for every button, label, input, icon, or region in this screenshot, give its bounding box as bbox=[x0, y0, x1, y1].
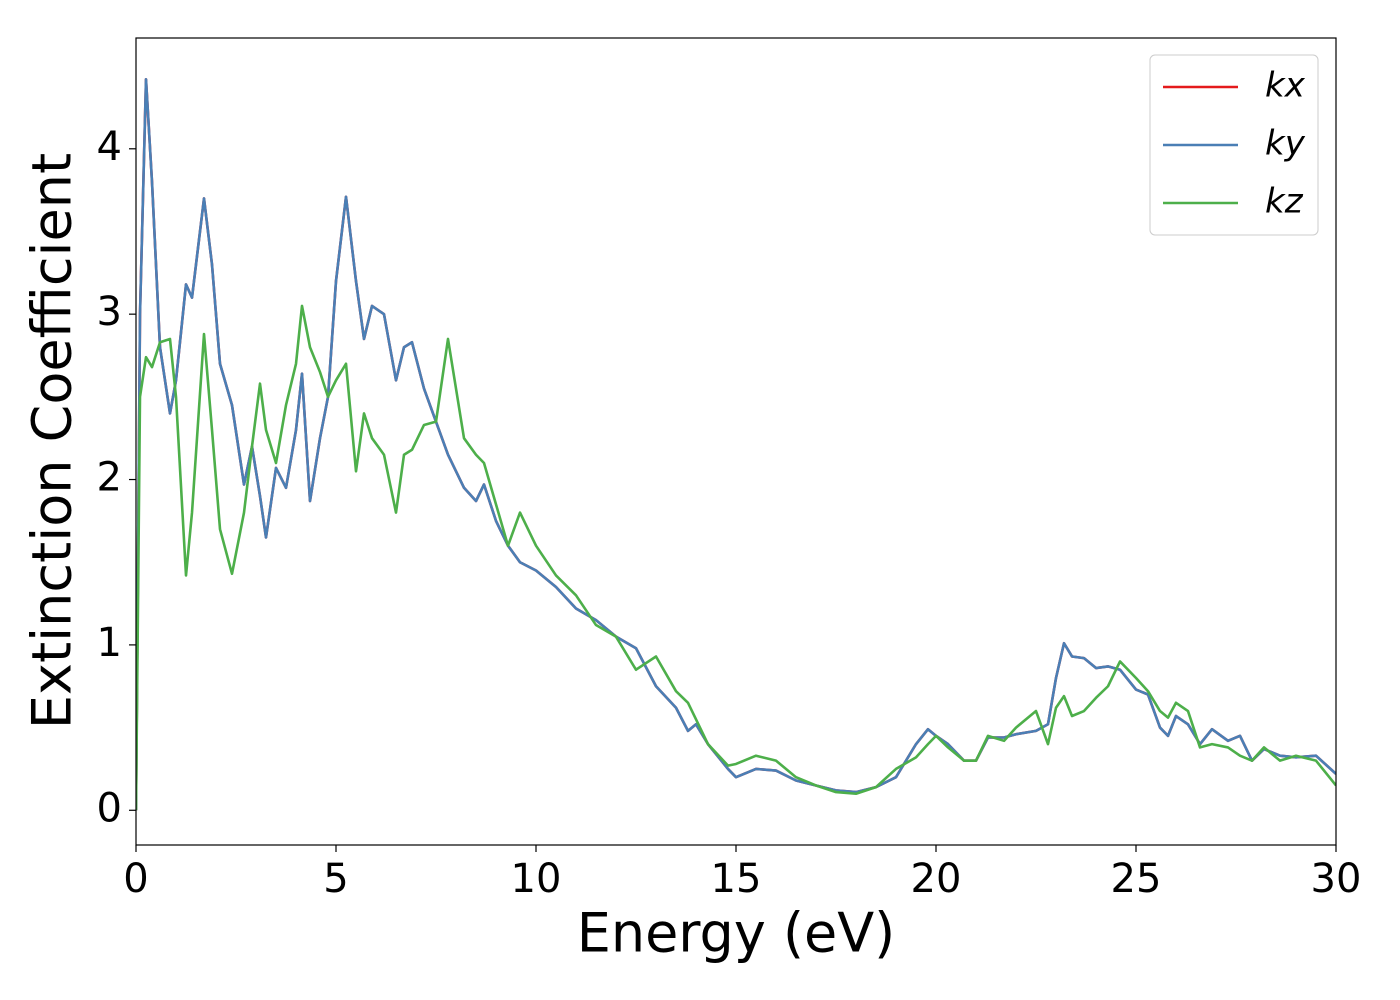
x-tick-label: 20 bbox=[911, 856, 962, 902]
x-tick-label: 30 bbox=[1311, 856, 1362, 902]
x-tick-label: 5 bbox=[323, 856, 348, 902]
x-tick-label: 0 bbox=[123, 856, 148, 902]
y-axis-label: Extinction Coefficient bbox=[21, 153, 84, 729]
legend-label: kx bbox=[1265, 66, 1306, 106]
series-line bbox=[136, 78, 1336, 811]
y-tick-label: 4 bbox=[97, 124, 122, 170]
x-tick-label: 25 bbox=[1111, 856, 1162, 902]
series-line bbox=[136, 304, 1336, 811]
x-tick-label: 15 bbox=[711, 856, 762, 902]
y-tick-label: 0 bbox=[97, 785, 122, 831]
y-tick-label: 3 bbox=[97, 289, 122, 335]
legend-label: kz bbox=[1265, 182, 1304, 222]
y-tick-label: 2 bbox=[97, 455, 122, 501]
plot-frame bbox=[135, 37, 1337, 846]
x-axis-label: Energy (eV) bbox=[577, 902, 896, 965]
x-tick-label: 10 bbox=[511, 856, 562, 902]
y-tick-label: 1 bbox=[97, 620, 122, 666]
legend-label: ky bbox=[1265, 124, 1306, 164]
